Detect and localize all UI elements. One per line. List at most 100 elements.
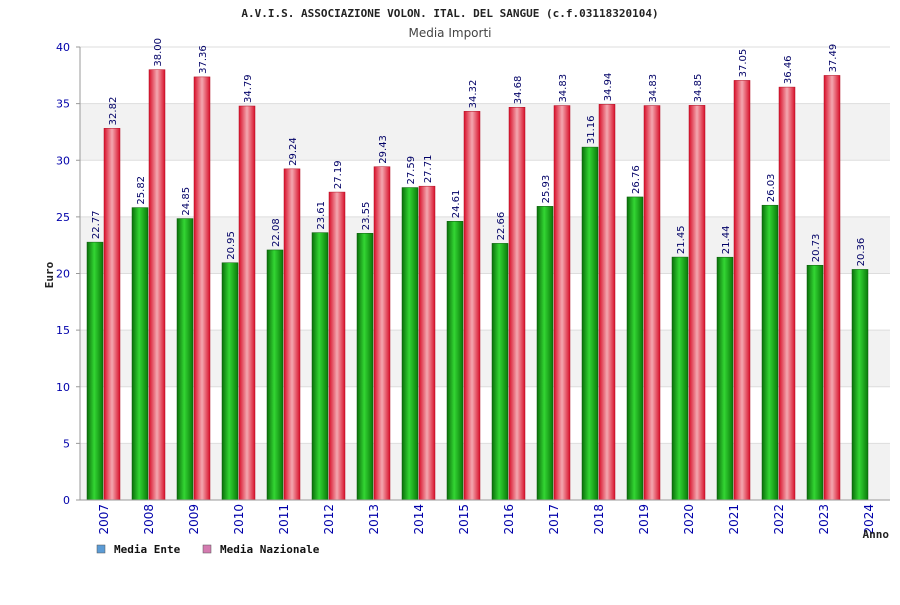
bar-media-nazionale [733,80,751,501]
legend-swatch-media-ente [96,544,106,554]
y-axis-ticks: 0 5 10 15 20 25 30 35 40 [56,41,80,507]
data-label: 22.66 [496,212,507,241]
x-tick-label: 2019 [637,504,651,535]
x-tick-label: 2011 [277,504,291,535]
x-tick-label: 2023 [817,504,831,535]
bar-media-nazionale [463,111,481,501]
chart-title: A.V.I.S. ASSOCIAZIONE VOLON. ITAL. DEL S… [241,7,658,20]
bar-media-nazionale [688,105,706,501]
chart-subtitle: Media Importi [408,26,491,40]
bar-media-nazionale [283,168,301,501]
bar-media-nazionale [553,105,571,501]
plot-band [80,273,890,331]
x-axis-label: Anno [863,528,890,541]
x-tick-label: 2012 [322,504,336,535]
bar-media-ente [311,232,329,501]
y-tick-label: 30 [56,154,70,167]
x-tick-label: 2014 [412,504,426,535]
x-tick-label: 2009 [187,504,201,535]
data-label: 27.71 [423,155,434,184]
data-label: 31.16 [586,115,597,144]
data-label: 26.03 [766,174,777,203]
data-label: 37.36 [198,45,209,74]
x-axis-ticks: 2007 2008 2009 2010 2011 2012 2013 2014 2015 2016… [97,504,876,535]
bar-media-ente [491,243,509,501]
data-label: 37.49 [828,44,839,73]
bar-media-ente [356,233,374,501]
plot-band [80,386,890,444]
bar-media-ente [761,204,779,501]
plot-band [80,47,890,104]
plot-band [80,160,890,217]
y-tick-label: 15 [56,324,70,337]
legend: Media Ente Media Nazionale [96,543,320,556]
data-label: 34.83 [648,74,659,103]
data-label: 26.76 [631,165,642,194]
plot-background [80,47,890,500]
bar-media-ente [401,187,419,501]
bar-media-nazionale [778,86,796,501]
bar-media-ente [581,146,599,501]
x-tick-label: 2022 [772,504,786,535]
x-tick-label: 2015 [457,504,471,535]
x-tick-label: 2016 [502,504,516,535]
bar-media-nazionale [823,75,841,501]
bar-media-nazionale [328,191,346,501]
x-tick-label: 2013 [367,504,381,535]
bar-media-nazionale [103,128,121,501]
data-label: 38.00 [153,38,164,67]
data-label: 22.08 [271,218,282,247]
data-label: 20.36 [856,238,867,267]
bar-media-nazionale [148,69,166,501]
bar-media-nazionale [508,106,526,501]
x-tick-label: 2010 [232,504,246,535]
bar-media-ente [671,256,689,501]
y-tick-label: 35 [56,98,70,111]
x-tick-label: 2007 [97,504,111,535]
data-label: 27.19 [333,160,344,189]
plot-band [80,216,890,274]
y-tick-label: 10 [56,381,70,394]
x-tick-label: 2017 [547,504,561,535]
data-label: 23.61 [316,201,327,230]
data-label: 21.44 [721,226,732,255]
x-tick-label: 2020 [682,504,696,535]
data-label: 36.46 [783,55,794,84]
x-tick-label: 2021 [727,504,741,535]
x-tick-label: 2024 [862,504,876,535]
data-label: 27.59 [406,156,417,185]
y-tick-label: 25 [56,211,70,224]
bar-media-ente [626,196,644,501]
bar-media-nazionale [373,166,391,501]
bar-media-ente [806,264,824,501]
data-label: 25.93 [541,175,552,204]
bar-media-ente [716,256,734,501]
bar-media-ente [86,241,104,501]
x-tick-label: 2008 [142,504,156,535]
bar-media-ente [266,249,284,501]
data-label: 24.61 [451,190,462,219]
bar-media-ente [536,206,554,501]
data-label: 37.05 [738,49,749,78]
data-label: 34.85 [693,74,704,103]
data-label: 23.55 [361,202,372,231]
data-label: 20.73 [811,234,822,263]
bar-media-nazionale [238,105,256,501]
bar-media-nazionale [193,76,211,501]
data-label: 21.45 [676,225,687,254]
data-label: 29.43 [378,135,389,164]
bar-media-ente [851,269,869,501]
bar-media-ente [221,262,239,501]
bar-media-nazionale [418,185,436,501]
plot-band [80,330,890,387]
plot-band [80,103,890,161]
data-label: 34.32 [468,80,479,109]
bar-media-ente [446,221,464,501]
legend-label-media-ente: Media Ente [114,543,181,556]
value-labels: 22.77 32.82 25.82 38.00 24.85 37.36 20.95 34.79… [91,38,867,266]
data-label: 34.79 [243,74,254,103]
x-tick-label: 2018 [592,504,606,535]
y-axis-label: Euro [43,261,56,288]
